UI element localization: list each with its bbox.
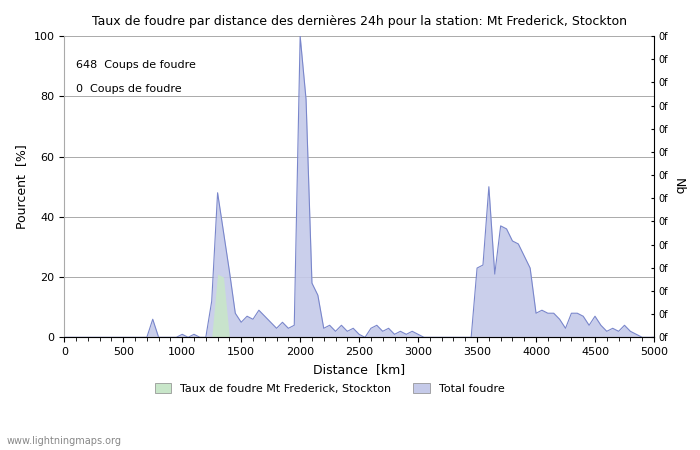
- X-axis label: Distance  [km]: Distance [km]: [313, 363, 405, 376]
- Legend: Taux de foudre Mt Frederick, Stockton, Total foudre: Taux de foudre Mt Frederick, Stockton, T…: [150, 378, 509, 398]
- Y-axis label: Nb: Nb: [672, 178, 685, 195]
- Title: Taux de foudre par distance des dernières 24h pour la station: Mt Frederick, Sto: Taux de foudre par distance des dernière…: [92, 15, 626, 28]
- Text: www.lightningmaps.org: www.lightningmaps.org: [7, 436, 122, 446]
- Text: 0  Coups de foudre: 0 Coups de foudre: [76, 84, 182, 94]
- Text: 648  Coups de foudre: 648 Coups de foudre: [76, 60, 196, 70]
- Y-axis label: Pourcent  [%]: Pourcent [%]: [15, 144, 28, 229]
